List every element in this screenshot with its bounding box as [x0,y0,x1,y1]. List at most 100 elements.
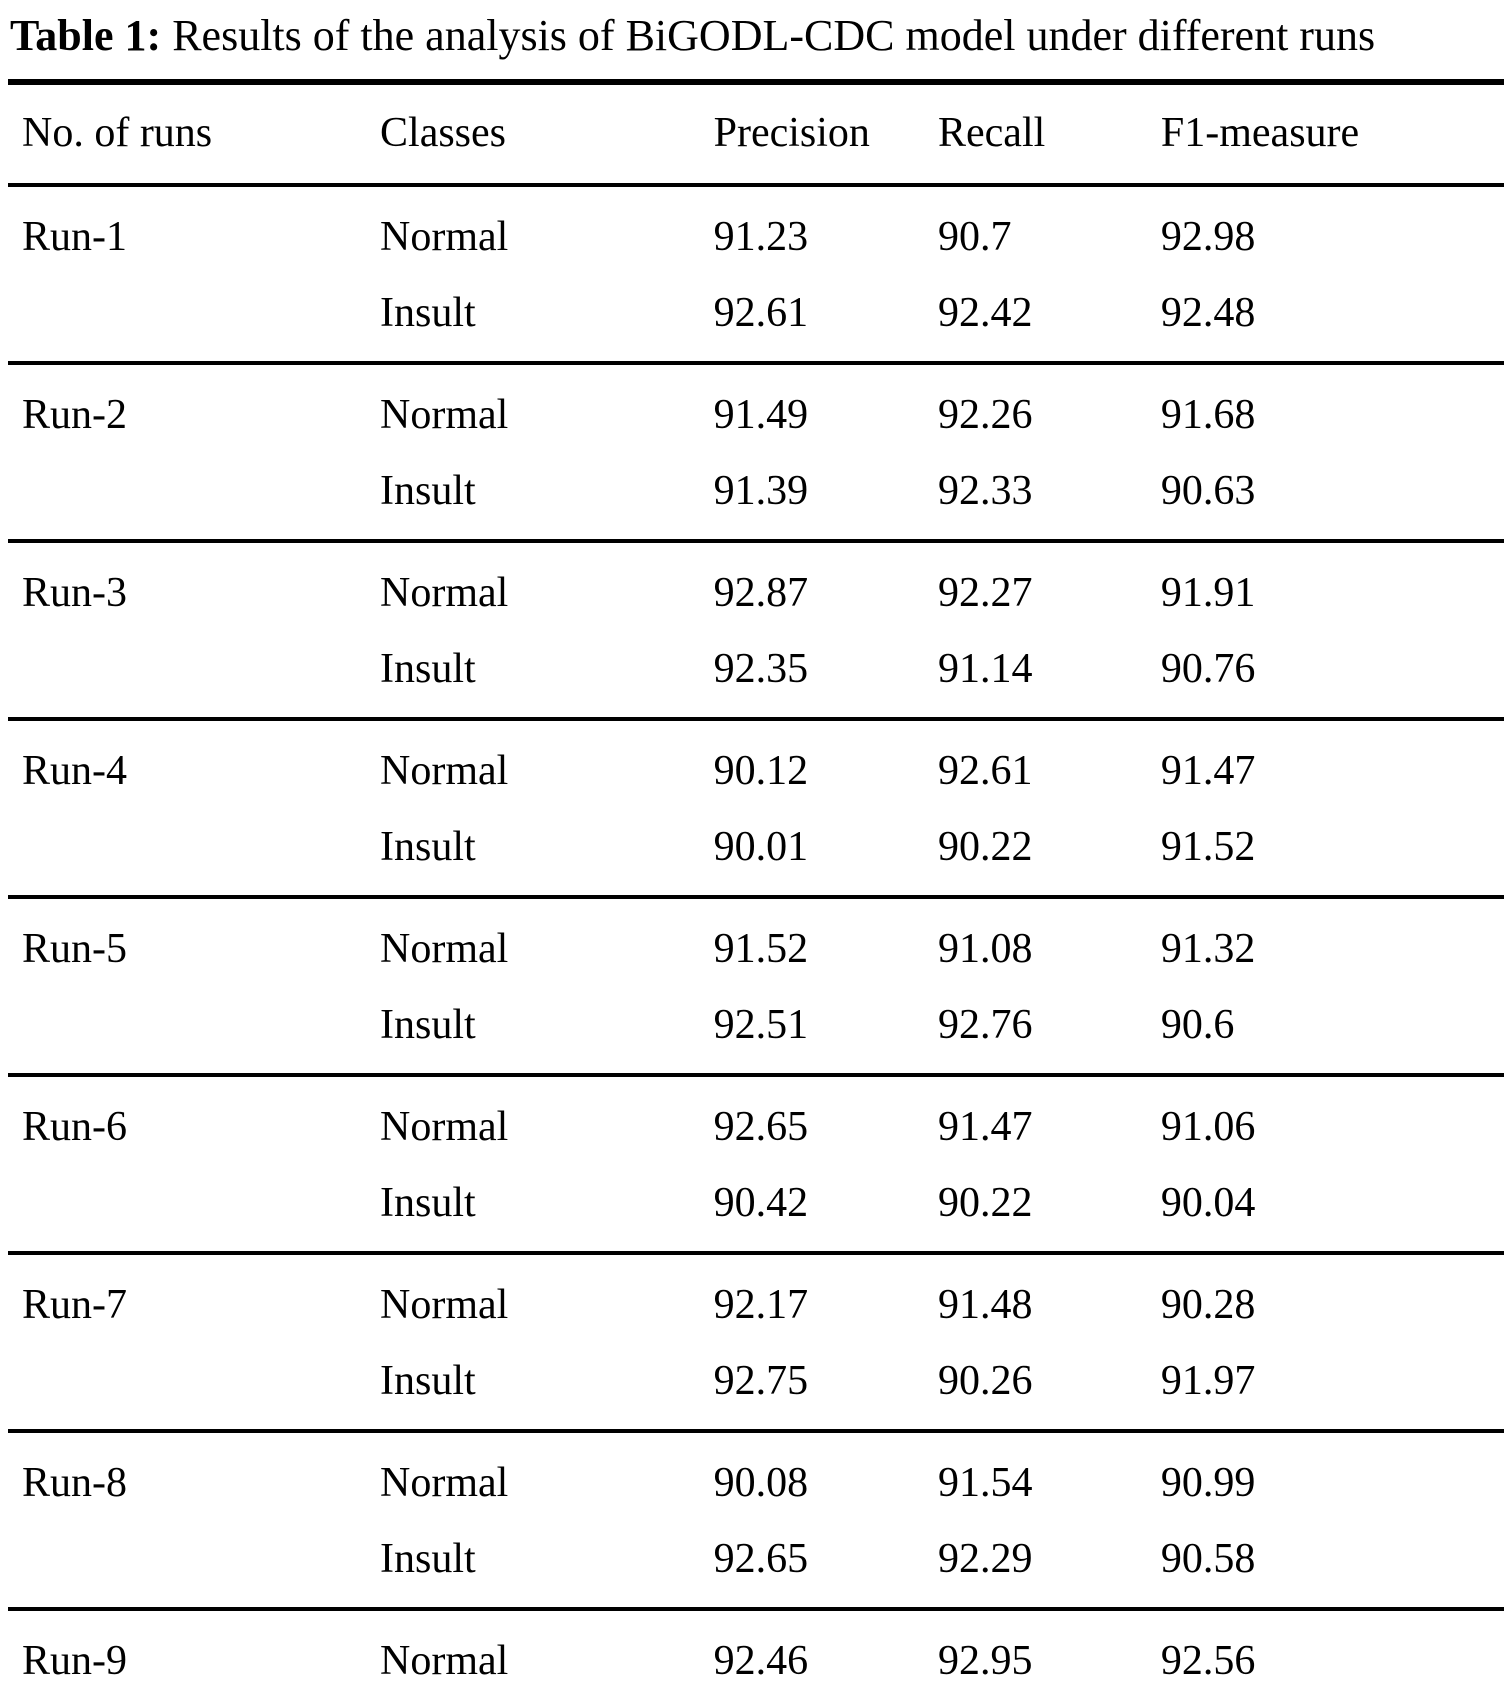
f1-cell: 91.32 [1160,925,1256,972]
run-cell [8,808,377,899]
recall-cell: 92.61 [938,747,1033,794]
run-cell: Run-3 [22,569,127,616]
recall-cell: 92.95 [938,1637,1033,1684]
run-cell: Run-8 [22,1459,127,1506]
precision-cell: 92.75 [709,1342,934,1433]
precision-cell: 92.35 [709,630,934,721]
table-caption: Table 1: Results of the analysis of BiGO… [10,10,1504,63]
f1-cell: 90.6 [1156,986,1504,1077]
table-row: Run-7 Normal 92.17 91.48 90.28 [8,1253,1504,1343]
precision-cell: 91.49 [713,391,809,438]
column-header: No. of runs [8,81,377,187]
class-cell: Normal [380,1459,509,1506]
precision-cell: 91.39 [709,452,934,543]
table-row: Run-6 Normal 92.65 91.47 91.06 [8,1075,1504,1165]
precision-cell: 92.46 [713,1637,809,1684]
recall-cell: 92.33 [934,452,1157,543]
f1-cell: 91.97 [1156,1342,1504,1433]
class-cell: Insult [376,986,710,1077]
f1-cell: 91.91 [1160,569,1256,616]
precision-cell: 91.52 [713,925,809,972]
precision-cell: 92.61 [709,274,934,365]
precision-cell: 91.23 [713,213,809,260]
run-cell [8,1342,377,1433]
table-row: Run-9 Normal 92.46 92.95 92.56 [8,1609,1504,1699]
column-header: F1-measure [1156,81,1504,187]
run-cell: Run-7 [22,1281,127,1328]
precision-cell: 92.65 [713,1103,809,1150]
class-cell: Insult [376,808,710,899]
table-row: Insult 90.42 90.22 90.04 [8,1164,1504,1255]
precision-cell: 92.17 [713,1281,809,1328]
recall-cell: 91.48 [938,1281,1033,1328]
class-cell: Insult [376,1342,710,1433]
class-cell: Normal [380,1103,509,1150]
precision-cell: 92.65 [709,1520,934,1611]
table-row: Insult 92.75 90.26 91.97 [8,1342,1504,1433]
column-header: Classes [376,81,710,187]
header-row: No. of runs Classes Precision Recall F1-meas… [8,81,1504,187]
recall-cell: 90.97 [934,1698,1157,1704]
precision-cell: 90.12 [713,747,809,794]
table-row: Run-5 Normal 91.52 91.08 91.32 [8,897,1504,987]
class-cell: Insult [376,274,710,365]
table-row: Insult 91.39 92.33 90.63 [8,452,1504,543]
class-cell: Insult [376,630,710,721]
f1-cell: 92.56 [1160,1637,1256,1684]
recall-cell: 92.76 [934,986,1157,1077]
run-cell: Run-1 [22,213,127,260]
recall-cell: 90.7 [938,213,1012,260]
table-row: Run-1 Normal 91.23 90.7 92.98 [8,185,1504,275]
class-cell: Normal [380,1281,509,1328]
table-row: Insult 92.65 92.29 90.58 [8,1520,1504,1611]
run-cell [8,630,377,721]
f1-cell: 91.06 [1160,1103,1256,1150]
table-row: Run-2 Normal 91.49 92.26 91.68 [8,363,1504,453]
column-header: Precision [709,81,934,187]
precision-cell: 90.08 [713,1459,809,1506]
recall-cell: 92.27 [938,569,1033,616]
f1-cell: 90.58 [1156,1520,1504,1611]
table-row: Insult 92.51 92.76 90.6 [8,986,1504,1077]
run-cell: Run-6 [22,1103,127,1150]
run-cell [8,274,377,365]
class-cell: Normal [380,925,509,972]
recall-cell: 90.22 [934,808,1157,899]
run-cell [8,986,377,1077]
run-cell [8,1164,377,1255]
class-cell: Normal [380,569,509,616]
precision-cell: 92.08 [709,1698,934,1704]
class-cell: Insult [376,1698,710,1704]
f1-cell: 90.76 [1156,630,1504,721]
f1-cell: 90.04 [1156,1164,1504,1255]
f1-cell: 92.98 [1160,213,1256,260]
precision-cell: 92.87 [713,569,809,616]
f1-cell: 91.52 [1156,808,1504,899]
results-table: No. of runs Classes Precision Recall F1-meas… [8,78,1504,1704]
precision-cell: 90.42 [709,1164,934,1255]
precision-cell: 90.01 [709,808,934,899]
recall-cell: 92.29 [934,1520,1157,1611]
run-cell: Run-9 [22,1637,127,1684]
recall-cell: 92.42 [934,274,1157,365]
table-body: Run-1 Normal 91.23 90.7 92.98 Insult 92.61 92.4… [8,185,1504,1704]
run-cell: Run-2 [22,391,127,438]
run-cell [8,1698,377,1704]
class-cell: Insult [376,1164,710,1255]
f1-cell: 92.48 [1156,274,1504,365]
table-row: Run-8 Normal 90.08 91.54 90.99 [8,1431,1504,1521]
recall-cell: 90.26 [934,1342,1157,1433]
class-cell: Normal [380,747,509,794]
recall-cell: 92.26 [938,391,1033,438]
class-cell: Normal [380,213,509,260]
class-cell: Normal [380,391,509,438]
run-cell [8,452,377,543]
run-cell: Run-5 [22,925,127,972]
class-cell: Insult [376,1520,710,1611]
recall-cell: 90.22 [934,1164,1157,1255]
f1-cell: 92.67 [1156,1698,1504,1704]
table-caption-text: Results of the analysis of BiGODL-CDC mo… [172,11,1376,60]
f1-cell: 91.47 [1160,747,1256,794]
